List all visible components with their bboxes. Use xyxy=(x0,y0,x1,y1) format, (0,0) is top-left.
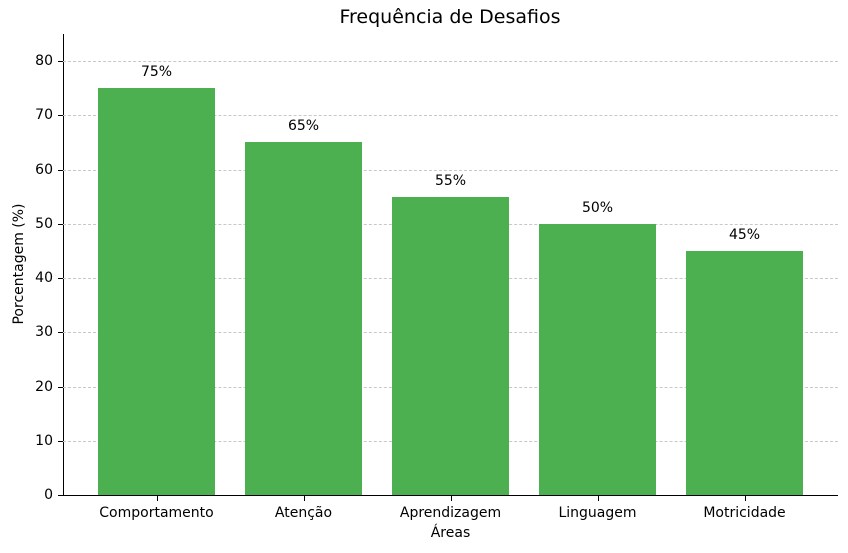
bar xyxy=(686,250,803,495)
bar xyxy=(539,223,656,495)
y-tick-mark xyxy=(58,169,63,171)
x-tick-label: Comportamento xyxy=(99,505,214,521)
bar-value-label: 55% xyxy=(434,172,467,189)
bar xyxy=(98,88,215,495)
y-tick-label: 70 xyxy=(35,107,53,124)
bar-value-label: 65% xyxy=(287,118,320,135)
grid-line xyxy=(63,61,838,63)
y-tick-mark xyxy=(58,61,63,63)
y-axis-label: Porcentagem (%) xyxy=(11,203,27,325)
bar xyxy=(392,196,509,495)
y-tick-label: 10 xyxy=(35,432,53,449)
chart-title: Frequência de Desafios xyxy=(339,6,561,28)
y-tick-mark xyxy=(58,278,63,280)
x-tick-label: Motricidade xyxy=(703,505,786,521)
bar-value-label: 75% xyxy=(140,64,173,81)
y-tick-mark xyxy=(58,332,63,334)
y-tick-mark xyxy=(58,495,63,496)
grid-line xyxy=(63,169,838,171)
y-tick-label: 60 xyxy=(35,161,53,178)
bar-value-label: 45% xyxy=(728,226,761,243)
x-tick-label: Aprendizagem xyxy=(399,505,502,521)
y-tick-label: 30 xyxy=(35,324,53,341)
y-axis-line xyxy=(63,34,64,496)
grid-line xyxy=(63,115,838,117)
y-tick-mark xyxy=(58,386,63,388)
x-axis-line xyxy=(63,495,838,496)
bar-value-label: 50% xyxy=(581,199,614,216)
x-tick-label: Atenção xyxy=(274,505,333,521)
x-tick-mark xyxy=(156,496,158,501)
plot-area: 0 10 20 30 40 50 60 70 80 75% Comportamento 65% Aten… xyxy=(35,34,838,521)
x-tick-mark xyxy=(597,496,599,501)
x-tick-mark xyxy=(303,496,305,501)
y-tick-mark xyxy=(58,440,63,442)
x-tick-mark xyxy=(450,496,452,501)
x-tick-label: Linguagem xyxy=(558,505,637,521)
y-tick-mark xyxy=(58,115,63,117)
y-tick-mark xyxy=(58,223,63,225)
y-tick-label: 20 xyxy=(35,378,53,395)
y-tick-label: 80 xyxy=(35,53,53,70)
x-axis-label: Áreas xyxy=(430,525,471,541)
y-tick-label: 40 xyxy=(35,270,53,287)
bar xyxy=(245,142,362,495)
y-tick-label: 50 xyxy=(35,215,53,232)
x-tick-mark xyxy=(744,496,746,501)
y-tick-label: 0 xyxy=(44,487,53,503)
